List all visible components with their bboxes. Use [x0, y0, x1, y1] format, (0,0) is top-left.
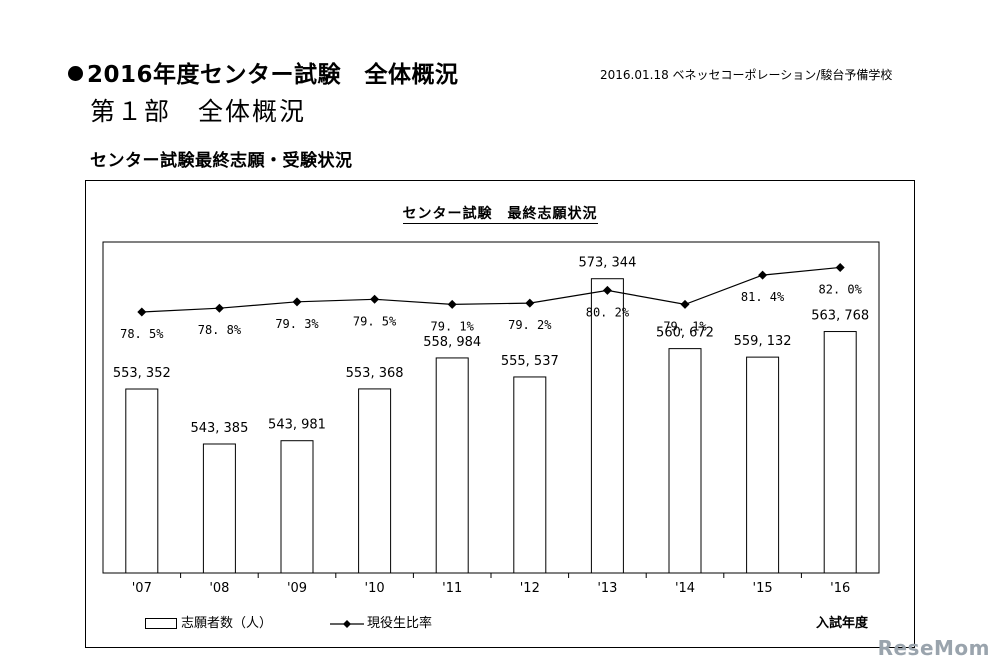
bar	[513, 376, 547, 574]
bar-value-label: 553, 352	[113, 366, 171, 381]
line-point	[680, 299, 690, 309]
bar-value-label: 555, 537	[501, 354, 559, 369]
x-tick-label: '13	[597, 581, 617, 596]
line-point	[758, 270, 768, 280]
bar	[202, 443, 236, 574]
date-source: 2016.01.18 ベネッセコーポレーション/駿台予備学校	[600, 68, 893, 82]
bar	[746, 356, 780, 574]
bar	[358, 388, 392, 574]
line-point	[602, 285, 612, 295]
legend-line-entry: 現役生比率	[330, 612, 432, 631]
x-tick-label: '07	[132, 581, 152, 596]
x-tick-label: '09	[287, 581, 307, 596]
bar-value-label: 543, 385	[190, 421, 248, 436]
watermark-logo: ReseMom	[877, 636, 990, 660]
x-tick-label: '14	[675, 581, 695, 596]
bar	[590, 278, 624, 574]
bar-value-label: 543, 981	[268, 418, 326, 433]
chart-frame	[85, 180, 915, 648]
x-axis-label: 入試年度	[816, 616, 869, 631]
bar-value-label: 553, 368	[346, 366, 404, 381]
legend-bar-swatch	[145, 618, 177, 629]
line-value-label: 80. 2%	[586, 305, 630, 319]
line-value-label: 78. 5%	[120, 327, 164, 341]
line-value-label: 79. 1%	[431, 319, 475, 333]
line-value-label: 79. 2%	[508, 318, 552, 332]
bar	[668, 348, 702, 574]
legend-line-swatch	[330, 619, 364, 628]
line-point	[525, 298, 535, 308]
line-value-label: 79. 5%	[353, 314, 397, 328]
legend-bar-entry: 志願者数（人）	[145, 612, 272, 631]
x-tick-label: '15	[753, 581, 773, 596]
bar-value-label: 563, 768	[811, 309, 869, 324]
bar-value-label: 560, 672	[656, 326, 714, 341]
line-point	[447, 299, 457, 309]
bar-value-label: 559, 132	[734, 334, 792, 349]
x-tick-label: '11	[442, 581, 462, 596]
line-point	[292, 297, 302, 307]
line-point	[835, 262, 845, 272]
line-point	[137, 307, 147, 317]
bar	[435, 357, 469, 574]
part-title: 第１部 全体概況	[90, 97, 307, 126]
bar	[280, 440, 314, 574]
x-tick-label: '12	[520, 581, 540, 596]
line-value-label: 82. 0%	[819, 282, 863, 296]
bar	[125, 388, 159, 574]
chart-title: センター試験 最終志願状況	[402, 206, 598, 224]
line-value-label: 79. 3%	[275, 317, 319, 331]
line-series	[141, 266, 841, 313]
line-value-label: 79. 1%	[663, 319, 707, 333]
line-point	[214, 303, 224, 313]
page-title: 2016年度センター試験 全体概況	[68, 55, 459, 89]
x-tick-label: '10	[365, 581, 385, 596]
line-value-label: 81. 4%	[741, 290, 785, 304]
section-title: センター試験最終志願・受験状況	[90, 151, 353, 171]
line-value-label: 78. 8%	[198, 323, 242, 337]
x-tick-label: '08	[209, 581, 229, 596]
line-point	[370, 294, 380, 304]
bar-value-label: 558, 984	[423, 335, 481, 350]
x-tick-label: '16	[830, 581, 850, 596]
bar	[823, 331, 857, 574]
bullet-icon	[68, 66, 83, 81]
bar-value-label: 573, 344	[578, 256, 636, 271]
